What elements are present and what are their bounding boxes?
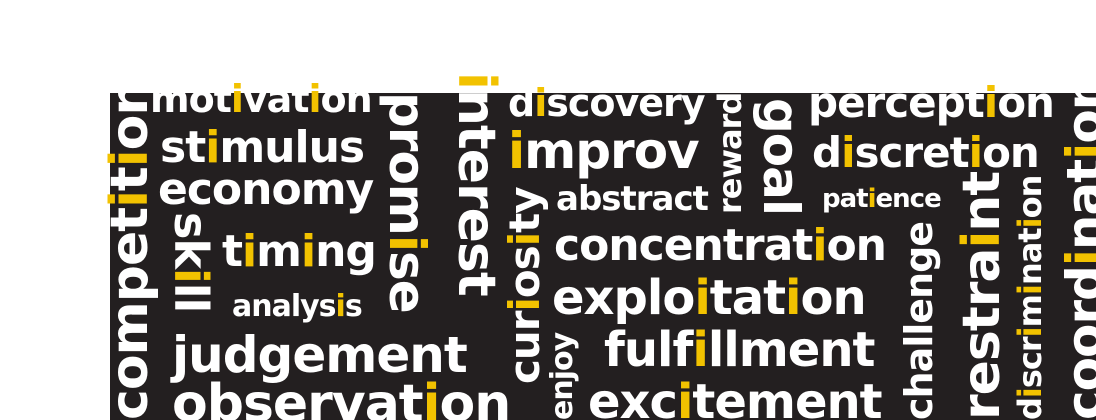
word-reward: reward [711, 92, 749, 214]
word-skill: skill [164, 212, 218, 313]
word-patience: patience [822, 184, 942, 214]
word-discrimination: discrimination [1011, 175, 1049, 420]
word-enjoy: enjoy [545, 332, 580, 420]
word-concentration: concentration [554, 220, 887, 271]
word-exploitation: exploitation [552, 270, 867, 326]
word-analysis: analysis [232, 289, 363, 324]
word-competition: competition [100, 79, 160, 420]
word-fulfillment: fulfillment [604, 322, 875, 378]
word-observation: observation [172, 374, 511, 420]
word-challenge: challenge [897, 221, 941, 420]
word-perception: perception [808, 78, 1055, 127]
word-abstract: abstract [556, 179, 709, 219]
word-cloud-background [110, 93, 1096, 420]
word-promise: promise [378, 92, 436, 313]
word-economy: economy [158, 164, 374, 215]
word-motivation: motivation [150, 77, 373, 121]
word-discovery: discovery [508, 81, 706, 125]
word-improv: improv [508, 122, 700, 180]
word-curiosity: curiosity [500, 187, 549, 384]
word-restraint: restraint [952, 171, 1012, 420]
word-interest: interest [446, 72, 506, 296]
word-judgement: judgement [172, 326, 468, 384]
word-goal: goal [752, 98, 810, 216]
word-discretion: discretion [812, 128, 1040, 177]
word-stimulus: stimulus [160, 122, 365, 173]
word-excitement: excitement [588, 374, 883, 420]
word-coordination: coordination [1056, 75, 1096, 420]
word-timing: timing [222, 226, 377, 277]
